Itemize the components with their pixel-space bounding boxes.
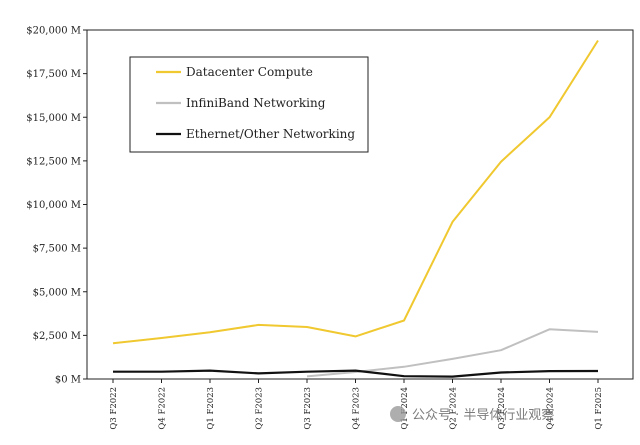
y-tick-label: $2,500 M bbox=[33, 331, 81, 342]
y-tick-label: $17,500 M bbox=[26, 69, 81, 80]
watermark-text: 公众号 · 半导体行业观察 bbox=[412, 408, 554, 423]
legend-label-ethernet: Ethernet/Other Networking bbox=[186, 127, 355, 141]
x-tick-label: Q1 F2023 bbox=[206, 387, 216, 430]
x-tick-label: Q3 F2023 bbox=[303, 387, 313, 430]
x-axis: Q3 F2022 Q4 F2022 Q1 F2023 Q2 F2023 Q3 F2023… bbox=[109, 379, 604, 430]
x-tick-label: Q1 F2025 bbox=[594, 387, 604, 430]
y-tick-label: $12,500 M bbox=[26, 156, 81, 167]
y-tick-label: $10,000 M bbox=[26, 200, 81, 211]
x-tick-label: Q1 F2024 bbox=[400, 387, 410, 430]
series-line-datacenter-compute bbox=[112, 39, 599, 345]
x-tick-label: Q2 F2024 bbox=[449, 387, 459, 430]
series-line-ethernet-other-networking bbox=[113, 369, 599, 378]
wechat-icon bbox=[390, 406, 406, 422]
x-tick-label: Q3 F2024 bbox=[497, 387, 507, 430]
legend-label-infiniband: InfiniBand Networking bbox=[186, 96, 326, 110]
y-tick-label: $7,500 M bbox=[33, 244, 81, 255]
y-tick-label: $5,000 M bbox=[33, 287, 81, 298]
x-tick-label: Q4 F2024 bbox=[546, 387, 556, 430]
x-tick-label: Q4 F2023 bbox=[352, 387, 362, 430]
y-tick-label: $15,000 M bbox=[26, 113, 81, 124]
legend-label-datacenter: Datacenter Compute bbox=[186, 65, 313, 79]
legend: Datacenter Compute InfiniBand Networking… bbox=[129, 56, 369, 153]
x-tick-label: Q2 F2023 bbox=[255, 387, 265, 430]
y-tick-label: $20,000 M bbox=[26, 26, 81, 37]
series-line-infiniband-networking bbox=[306, 328, 599, 378]
y-axis: $0 M $2,500 M $5,000 M $7,500 M $10,000 M $12… bbox=[26, 26, 87, 386]
x-tick-label: Q4 F2022 bbox=[158, 387, 168, 430]
y-tick-label: $0 M bbox=[55, 375, 81, 386]
series-lines bbox=[112, 39, 599, 378]
watermark: 公众号 · 半导体行业观察 bbox=[390, 406, 554, 423]
x-tick-label: Q3 F2022 bbox=[109, 387, 119, 430]
